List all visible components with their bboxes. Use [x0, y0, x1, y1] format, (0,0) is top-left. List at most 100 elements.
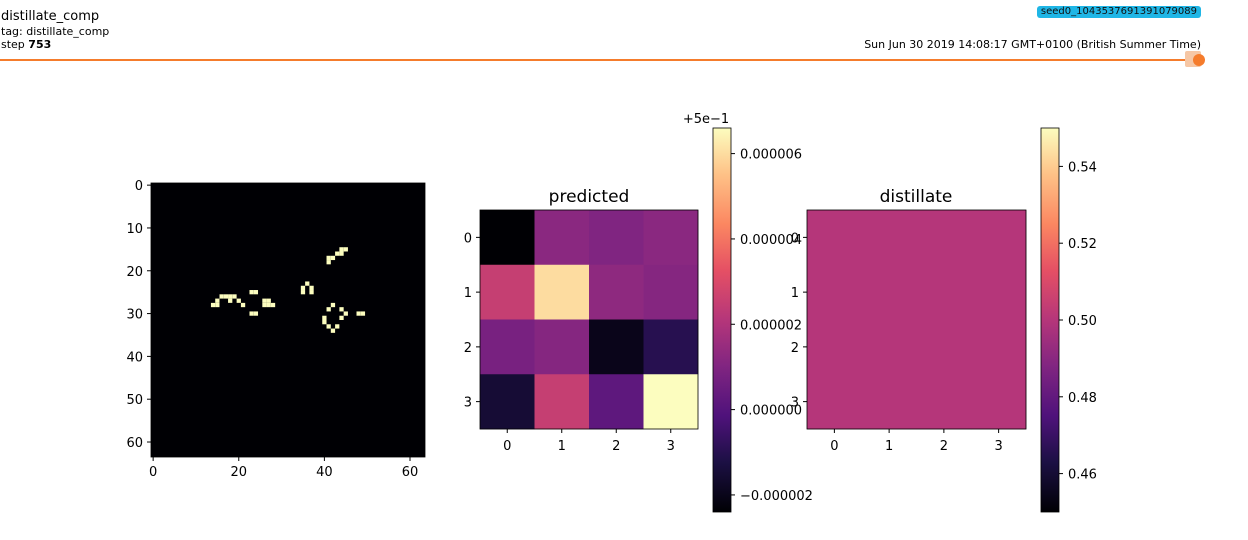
- predicted-colorbar-gradient: [712, 127, 732, 513]
- image-live-cell: [339, 315, 344, 320]
- predicted-colorbar-tick-label: 0.000002: [740, 318, 802, 333]
- distillate-frame: [806, 209, 1027, 430]
- slider-thumb[interactable]: [1193, 54, 1205, 66]
- predicted-cell: [480, 374, 535, 430]
- distillate-cell: [861, 264, 917, 320]
- distillate-title: distillate: [880, 187, 953, 207]
- predicted-colorbar-offset: +5e−1: [683, 112, 729, 127]
- predicted-cell: [643, 319, 699, 375]
- distillate-cell: [971, 319, 1027, 375]
- image-live-cell: [228, 294, 233, 299]
- image-live-cell: [210, 302, 216, 308]
- image-live-cell: [262, 298, 267, 303]
- predicted-title: predicted: [549, 187, 630, 207]
- distillate-cell: [807, 210, 863, 266]
- timestamp: Sun Jun 30 2019 14:08:17 GMT+0100 (Briti…: [864, 38, 1201, 51]
- distillate-xtick-label: 0: [830, 439, 838, 454]
- image-live-cell: [215, 302, 220, 308]
- image-xtick-label: 20: [230, 465, 247, 480]
- distillate-cell: [807, 374, 863, 430]
- distillate-cell: [861, 319, 917, 375]
- image-live-cell: [339, 307, 344, 312]
- predicted-cell: [480, 319, 535, 375]
- image-xtick-label: 0: [149, 465, 157, 480]
- predicted-xtick-label: 2: [612, 439, 620, 454]
- image-frame: [150, 182, 426, 458]
- image-live-cell: [326, 255, 331, 261]
- image-live-cell: [326, 307, 331, 312]
- predicted-cell: [589, 319, 644, 375]
- image-ytick-label: 50: [126, 393, 143, 408]
- predicted-xtick-label: 3: [667, 439, 675, 454]
- image-live-cell: [266, 298, 271, 303]
- image-live-cell: [339, 251, 344, 256]
- distillate-xtick-label: 2: [940, 439, 948, 454]
- distillate-colorbar-ticks: 0.46 0.48 0.50 0.52 0.54: [1059, 160, 1097, 483]
- predicted-cell: [534, 264, 590, 320]
- image-live-cell: [356, 311, 361, 316]
- predicted-cell: [589, 210, 644, 266]
- panel-distillate: distillate 0 1 2 3 0 1 2 3 0.46 0.48 0.50 0.52 0.5…: [791, 127, 1097, 513]
- predicted-ytick-label: 1: [464, 286, 472, 301]
- slider-track[interactable]: [0, 59, 1200, 61]
- predicted-colorbar-ticks: −0.000002 0.000000 0.000002 0.000004 0.00000…: [731, 148, 813, 504]
- image-live-cell: [339, 247, 344, 252]
- predicted-colorbar-tick-label: −0.000002: [740, 489, 813, 504]
- predicted-cells: [479, 209, 699, 430]
- image-live-cell: [236, 298, 241, 303]
- image-live-cell: [262, 302, 267, 308]
- distillate-cell: [807, 264, 863, 320]
- image-live-cell: [253, 290, 259, 295]
- distillate-ytick-label: 0: [791, 231, 799, 246]
- predicted-cell: [643, 210, 699, 266]
- image-live-cell: [309, 290, 314, 295]
- image-live-cell: [305, 281, 310, 286]
- distillate-colorbar: 0.46 0.48 0.50 0.52 0.54: [1040, 127, 1097, 513]
- distillate-colorbar-gradient: [1040, 127, 1060, 513]
- predicted-colorbar-tick-label: 0.000000: [740, 404, 802, 419]
- predicted-cell: [589, 374, 644, 430]
- distillate-cell: [971, 374, 1027, 430]
- image-live-cell: [326, 260, 331, 265]
- distillate-colorbar-tick-label: 0.54: [1068, 160, 1097, 175]
- predicted-xticks: 0 1 2 3: [503, 429, 675, 454]
- image-live-cell: [270, 302, 276, 308]
- distillate-colorbar-tick-label: 0.52: [1068, 237, 1097, 252]
- predicted-yticks: 0 1 2 3: [464, 231, 480, 411]
- panel-image: 0 20 40 60 0 10 20 30 40 50 60: [126, 179, 426, 480]
- image-live-cell: [360, 311, 366, 316]
- image-live-cell: [253, 311, 259, 316]
- image-live-cell: [335, 324, 340, 329]
- predicted-cell: [480, 210, 535, 266]
- step-value: 753: [28, 38, 52, 51]
- image-live-cell: [322, 320, 327, 325]
- distillate-xtick-label: 3: [994, 439, 1002, 454]
- image-ytick-label: 10: [126, 222, 143, 237]
- image-live-cell: [330, 328, 336, 333]
- image-live-cell: [240, 302, 246, 308]
- predicted-cell: [589, 264, 644, 320]
- image-live-cell: [249, 311, 254, 316]
- predicted-cell: [480, 264, 535, 320]
- image-ytick-label: 0: [135, 179, 143, 194]
- distillate-colorbar-tick-label: 0.46: [1068, 468, 1097, 483]
- distillate-cell: [861, 374, 917, 430]
- predicted-colorbar-tick-label: 0.000004: [740, 233, 802, 248]
- distillate-cells: [806, 209, 1027, 430]
- distillate-ytick-label: 2: [791, 341, 799, 356]
- image-live-cell: [343, 247, 348, 252]
- distillate-ytick-label: 1: [791, 286, 799, 301]
- image-ytick-label: 30: [126, 308, 143, 323]
- predicted-colorbar-tick-label: 0.000006: [740, 148, 802, 163]
- image-live-cell: [223, 294, 229, 299]
- card-title: distillate_comp: [1, 9, 100, 24]
- image-yticks: 0 10 20 30 40 50 60: [126, 179, 151, 451]
- distillate-cell: [971, 264, 1027, 320]
- image-live-cell: [215, 298, 220, 303]
- distillate-colorbar-tick-label: 0.48: [1068, 391, 1097, 406]
- image-xticks: 0 20 40 60: [149, 457, 418, 480]
- distillate-yticks: 0 1 2 3: [791, 231, 807, 411]
- image-xtick-label: 60: [402, 465, 419, 480]
- distillate-cell: [916, 210, 972, 266]
- predicted-ytick-label: 2: [464, 341, 472, 356]
